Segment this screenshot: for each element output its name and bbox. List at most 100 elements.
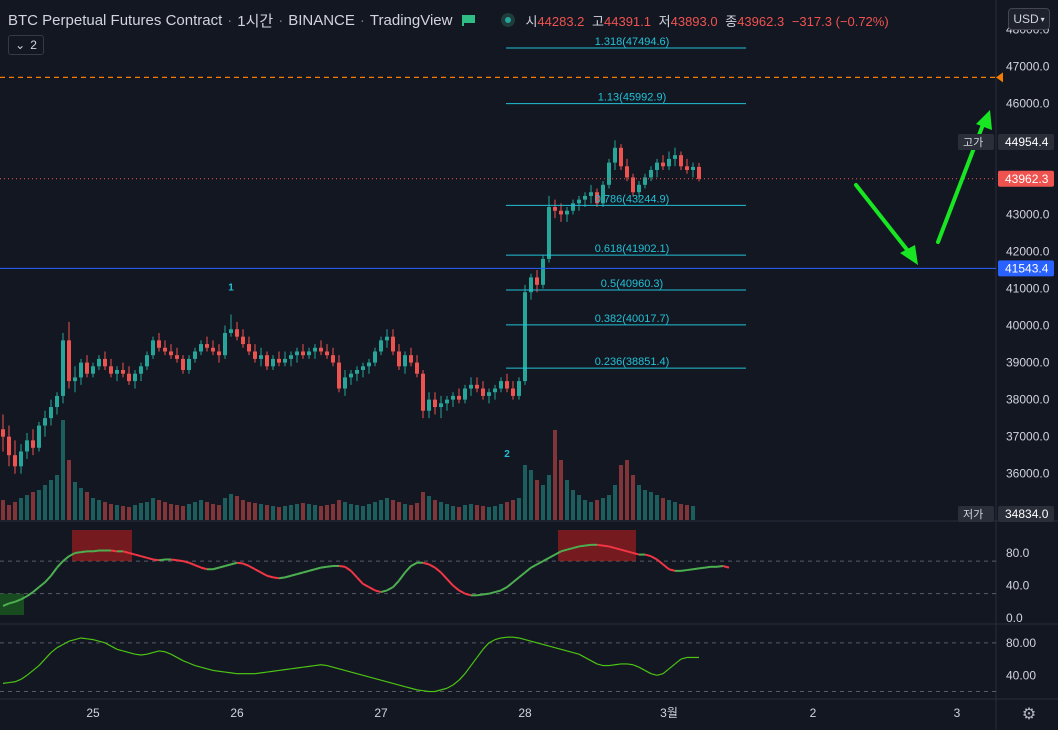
volume-bar — [451, 506, 455, 520]
candle — [247, 344, 251, 352]
oscillator-line — [140, 555, 148, 559]
candle — [103, 358, 107, 367]
indicators-collapse-button[interactable]: ⌄ 2 — [8, 35, 44, 55]
volume-bar — [85, 492, 89, 520]
oscillator-line — [206, 668, 214, 672]
volume-bar — [337, 500, 341, 520]
oscillator-line — [500, 636, 508, 639]
volume-bar — [199, 500, 203, 520]
oscillator-line — [176, 656, 184, 662]
oscillator-line — [548, 553, 556, 559]
candle — [85, 362, 89, 374]
arrow-drawings[interactable] — [854, 110, 992, 265]
oscillator-line — [614, 663, 622, 666]
oscillator-line — [656, 673, 664, 676]
candle — [487, 392, 491, 396]
volume-bar — [457, 507, 461, 520]
oscillator-line — [596, 663, 604, 667]
currency-label: USD — [1013, 12, 1039, 26]
candle — [241, 336, 245, 345]
oscillator-line — [116, 648, 124, 652]
oscillator-line — [242, 562, 250, 567]
close-value: 43962.3 — [737, 13, 785, 29]
candle — [67, 340, 71, 382]
open-value: 44283.2 — [537, 13, 585, 29]
price-label-prefix-badge — [958, 134, 994, 151]
oscillator-line — [350, 570, 358, 579]
volume-bar — [61, 420, 65, 520]
currency-button[interactable]: USD ▾ — [1008, 8, 1050, 30]
time-axis[interactable]: 25 26 27 28 3월 2 3 — [86, 706, 960, 720]
oscillator-line — [410, 687, 418, 691]
volume-bar — [649, 492, 653, 520]
gear-icon[interactable]: ⚙ — [1021, 706, 1037, 723]
candle — [577, 199, 581, 204]
volume-bar — [289, 505, 293, 520]
oscillator-line — [368, 676, 376, 680]
oscillator-line — [326, 664, 334, 668]
fib-level-label: 0.786(43244.9) — [595, 193, 670, 205]
oscillator-line — [386, 681, 394, 684]
candle — [1, 429, 5, 437]
candle — [43, 418, 47, 426]
oscillator-line — [278, 576, 286, 580]
oscillator-line — [566, 650, 574, 654]
volume-bar — [547, 475, 551, 520]
candle — [601, 184, 605, 204]
oscillator-line — [392, 579, 400, 588]
time-tick-label: 27 — [374, 706, 388, 720]
price-label-prefix: 저가 — [963, 508, 983, 521]
volume-bar — [493, 506, 497, 520]
volume-bar — [103, 502, 107, 520]
price-axis[interactable]: 80.040.00.080.0040.0048000.047000.046000… — [958, 22, 1054, 682]
oscillator-line — [14, 598, 22, 603]
horizontal-lines[interactable] — [0, 72, 1003, 269]
oscillator-line — [668, 568, 676, 572]
candle — [409, 355, 413, 363]
oscillator-line — [152, 558, 160, 562]
oscillator-line — [422, 690, 430, 693]
candle — [613, 147, 617, 163]
oscillator-line — [326, 564, 334, 568]
oscillator-line — [464, 665, 472, 675]
fibonacci-levels[interactable]: 1.318(47494.6) 1.13(45992.9) 0.786(43244.9… — [506, 36, 746, 369]
chevron-down-icon: ▾ — [1040, 14, 1045, 24]
oscillator-line — [560, 548, 568, 553]
oscillator-line — [446, 684, 454, 689]
flag-icon[interactable] — [462, 14, 476, 26]
volume-bar — [613, 485, 617, 520]
oscillator-line — [554, 550, 562, 556]
oscillator-line — [662, 668, 670, 675]
oscillator-line — [524, 566, 532, 574]
oscillator-line — [38, 658, 46, 666]
oscillator-line — [110, 645, 118, 650]
oscillator-line — [584, 656, 592, 662]
volume-bar — [235, 496, 239, 520]
market-status-icon[interactable] — [501, 13, 516, 27]
candle — [151, 340, 155, 356]
candle — [379, 340, 383, 352]
symbol-title[interactable]: BTC Perpetual Futures Contract — [8, 11, 223, 29]
oscillator-line — [92, 639, 100, 642]
candle — [157, 340, 161, 348]
oscillator-line — [248, 565, 256, 571]
candle — [271, 358, 275, 367]
time-tick-label: 3 — [954, 706, 961, 720]
oscillator-line — [104, 642, 112, 647]
volume-bar — [367, 504, 371, 520]
volume-bar — [229, 494, 233, 520]
volume-bar — [631, 475, 635, 520]
candle — [499, 381, 503, 389]
oscillator-line — [404, 686, 412, 689]
oscillator-line — [8, 681, 16, 684]
wave-label: 2 — [504, 449, 510, 460]
interval-label[interactable]: 1시간 — [237, 12, 274, 30]
candle — [277, 358, 281, 363]
candle — [631, 177, 635, 193]
volume-bar — [553, 430, 557, 520]
oscillator-line — [302, 569, 310, 574]
fib-level-label: 1.13(45992.9) — [598, 92, 667, 104]
oscillator-line — [50, 567, 58, 577]
oscillator-line — [314, 664, 322, 667]
